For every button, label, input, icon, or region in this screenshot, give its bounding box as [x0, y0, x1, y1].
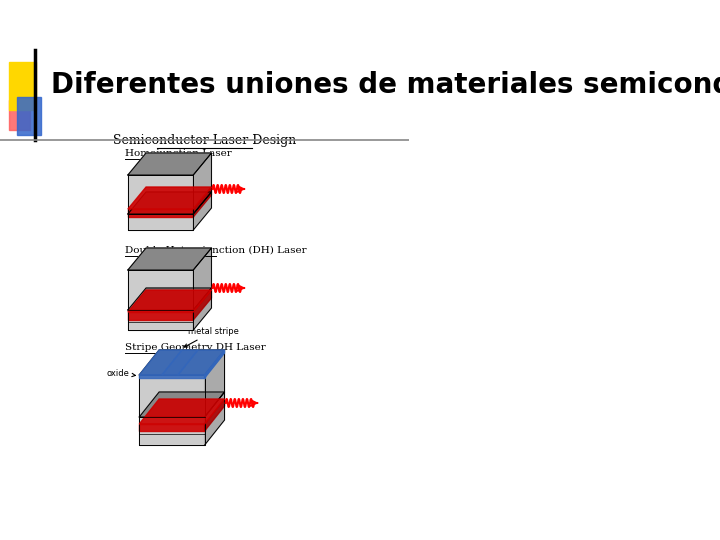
Bar: [128, 175, 193, 214]
Bar: [128, 209, 193, 217]
Polygon shape: [193, 153, 212, 214]
Text: p-GaAs: p-GaAs: [140, 420, 176, 430]
Bar: [17, 97, 41, 135]
Text: p-GaAs: p-GaAs: [129, 311, 164, 321]
Polygon shape: [139, 392, 225, 417]
Bar: [139, 375, 204, 378]
Text: n-GaAs: n-GaAs: [129, 217, 164, 227]
Text: p-AlGaAs: p-AlGaAs: [140, 390, 184, 400]
Bar: [139, 375, 204, 417]
Polygon shape: [193, 187, 212, 217]
Polygon shape: [193, 288, 212, 330]
Polygon shape: [193, 248, 212, 310]
Polygon shape: [128, 187, 212, 209]
Bar: [128, 270, 193, 310]
Text: n-AlGaAs: n-AlGaAs: [129, 321, 173, 331]
Text: n-AlGaAs: n-AlGaAs: [140, 433, 184, 443]
Polygon shape: [204, 392, 225, 445]
Bar: [9, 100, 30, 130]
Polygon shape: [204, 399, 225, 431]
Bar: [128, 310, 193, 330]
Text: Double Heterojunction (DH) Laser: Double Heterojunction (DH) Laser: [125, 246, 307, 255]
Bar: [9, 62, 36, 110]
Polygon shape: [162, 350, 198, 375]
Polygon shape: [193, 192, 212, 230]
Text: Stripe Geometry DH Laser: Stripe Geometry DH Laser: [125, 343, 266, 352]
Text: Semiconductor Laser Design: Semiconductor Laser Design: [113, 134, 296, 147]
Polygon shape: [193, 290, 212, 320]
Polygon shape: [128, 288, 212, 310]
Polygon shape: [128, 290, 212, 312]
Text: metal stripe: metal stripe: [184, 327, 238, 347]
Text: p-GaAs: p-GaAs: [129, 203, 164, 213]
Polygon shape: [178, 350, 225, 375]
Bar: [128, 312, 193, 320]
Text: oxide: oxide: [107, 368, 135, 377]
Polygon shape: [139, 350, 225, 375]
Text: p-AlGaAs: p-AlGaAs: [129, 288, 173, 298]
Polygon shape: [204, 350, 225, 378]
Polygon shape: [204, 350, 225, 417]
Bar: [139, 424, 204, 431]
Polygon shape: [139, 350, 182, 375]
Text: Homojunction Laser: Homojunction Laser: [125, 149, 232, 158]
Polygon shape: [128, 153, 212, 175]
Polygon shape: [128, 192, 212, 214]
Polygon shape: [139, 399, 225, 424]
Bar: [139, 417, 204, 445]
Text: Diferentes uniones de materiales semiconductores: Diferentes uniones de materiales semicon…: [51, 71, 720, 99]
Bar: [128, 214, 193, 230]
Polygon shape: [128, 248, 212, 270]
